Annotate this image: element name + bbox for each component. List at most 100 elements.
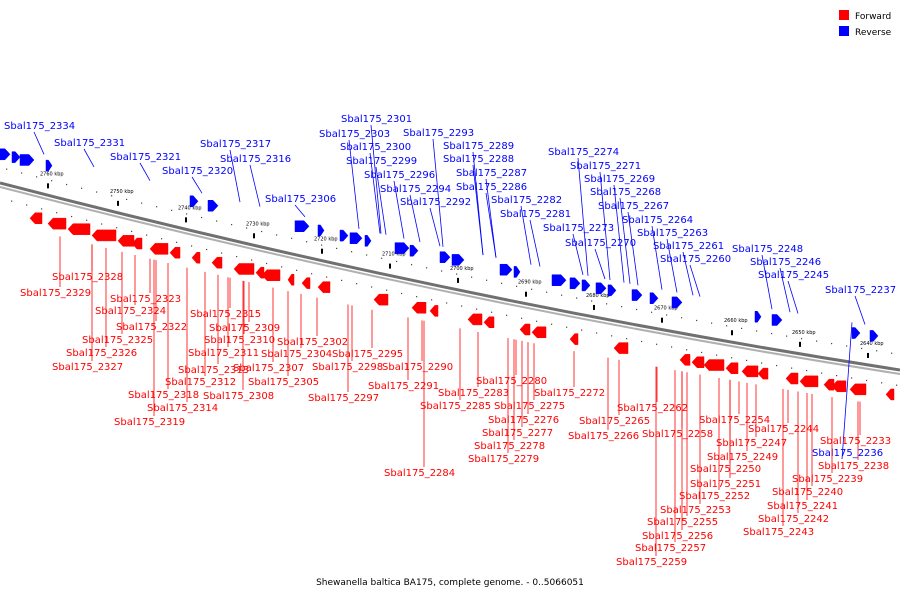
- strand-dot: [401, 292, 403, 295]
- strand-dot: [236, 255, 238, 258]
- strand-dot: [321, 244, 323, 246]
- strand-dot: [291, 237, 293, 239]
- reverse-gene-label: Sbal175_2271: [570, 161, 641, 172]
- strand-dot: [561, 294, 563, 296]
- strand-dot: [146, 234, 148, 236]
- strand-dot: [86, 219, 88, 221]
- strand-dot: [501, 282, 503, 284]
- legend-swatch-forward: [839, 10, 849, 20]
- reverse-gene-label: Sbal175_2296: [364, 170, 435, 181]
- reverse-gene-28: [869, 330, 879, 342]
- strand-dot: [191, 245, 193, 247]
- legend-label-forward: Forward: [855, 12, 891, 22]
- forward-gene-label: Sbal175_2290: [382, 362, 453, 373]
- forward-gene-label: Sbal175_2283: [438, 388, 509, 399]
- strand-dot: [756, 330, 758, 332]
- scale-tick: [799, 341, 801, 347]
- reverse-gene-label: Sbal175_2287: [456, 168, 527, 179]
- reverse-gene-6: [294, 220, 310, 232]
- strand-dot: [591, 300, 593, 302]
- strand-dot: [336, 247, 338, 250]
- reverse-gene-label: Sbal175_2289: [443, 141, 514, 152]
- reverse-leader-line: [619, 197, 631, 284]
- strand-dot: [596, 332, 598, 334]
- scale-tick: [321, 248, 323, 254]
- forward-gene-label: Sbal175_2233: [820, 436, 891, 447]
- strand-dot: [821, 372, 823, 374]
- strand-dot: [771, 332, 773, 335]
- scale-tick: [525, 291, 527, 297]
- forward-gene-label: Sbal175_2311: [188, 348, 259, 359]
- scale-tick-label: 2720 kbp: [314, 237, 338, 243]
- reverse-gene-label: Sbal175_2331: [54, 138, 125, 149]
- strand-dot: [381, 257, 383, 259]
- reverse-gene-19: [581, 279, 591, 292]
- reverse-leader-line: [139, 162, 151, 181]
- strand-dot: [786, 335, 788, 337]
- forward-gene-label: Sbal175_2254: [699, 415, 770, 426]
- reverse-gene-22: [631, 289, 643, 301]
- strand-dot: [621, 306, 623, 308]
- reverse-leader-line: [529, 219, 541, 267]
- strand-dot: [426, 267, 428, 269]
- reverse-gene-label: Sbal175_2292: [400, 197, 471, 208]
- forward-gene-11: [255, 266, 265, 279]
- strand-dot: [231, 223, 233, 226]
- strand-dot: [521, 317, 523, 319]
- strand-dot: [846, 345, 848, 347]
- reverse-leader-line: [191, 176, 203, 194]
- forward-gene-12: [261, 269, 281, 281]
- scale-tick-label: 2690 kbp: [518, 280, 542, 286]
- forward-gene-label: Sbal175_2328: [52, 272, 123, 283]
- forward-gene-label: Sbal175_2319: [114, 417, 185, 428]
- backbone-shadow: [0, 186, 900, 375]
- strand-dot: [251, 259, 253, 261]
- reverse-gene-14: [451, 254, 465, 266]
- reverse-gene-label: Sbal175_2320: [162, 166, 233, 177]
- strand-dot: [11, 200, 13, 202]
- forward-gene-label: Sbal175_2307: [233, 363, 304, 374]
- strand-dot: [341, 279, 343, 282]
- strand-dot: [726, 325, 728, 327]
- scale-tick: [731, 330, 733, 336]
- scale-tick-label: 2640 kbp: [860, 341, 884, 347]
- forward-gene-label: Sbal175_2280: [476, 376, 547, 387]
- forward-gene-5: [131, 237, 143, 250]
- forward-gene-label: Sbal175_2329: [20, 288, 91, 299]
- strand-dot: [891, 352, 893, 354]
- forward-gene-18: [429, 305, 439, 317]
- strand-dot: [386, 289, 388, 291]
- reverse-leader-line: [627, 211, 639, 286]
- strand-dot: [506, 314, 508, 316]
- reverse-gene-23: [649, 292, 659, 304]
- reverse-gene-0: [0, 148, 11, 161]
- reverse-leader-line: [229, 149, 241, 203]
- strand-dot: [116, 227, 118, 229]
- reverse-gene-21: [607, 284, 617, 297]
- legend-label-reverse: Reverse: [855, 28, 892, 38]
- forward-gene-4: [117, 235, 135, 247]
- reverse-gene-label: Sbal175_2303: [319, 129, 390, 140]
- forward-gene-label: Sbal175_2265: [579, 416, 650, 427]
- reverse-leader-line: [409, 194, 421, 243]
- strand-dot: [546, 291, 548, 293]
- reverse-leader-line: [666, 238, 678, 293]
- reverse-gene-label: Sbal175_2269: [584, 174, 655, 185]
- strand-dot: [851, 377, 853, 379]
- forward-gene-36: [885, 388, 895, 401]
- reverse-gene-label: Sbal175_2286: [456, 182, 527, 193]
- forward-gene-label: Sbal175_2327: [52, 362, 123, 373]
- forward-gene-label: Sbal175_2247: [716, 438, 787, 449]
- reverse-leader-line: [33, 131, 45, 155]
- forward-gene-label: Sbal175_2295: [332, 349, 403, 360]
- strand-dot: [671, 346, 673, 348]
- forward-gene-label: Sbal175_2252: [679, 491, 750, 502]
- reverse-gene-label: Sbal175_2268: [590, 187, 661, 198]
- reverse-gene-label: Sbal175_2264: [622, 215, 693, 226]
- reverse-leader-line: [485, 192, 497, 258]
- forward-gene-label: Sbal175_2256: [642, 531, 713, 542]
- forward-gene-label: Sbal175_2314: [147, 403, 218, 414]
- scale-tick-label: 2740 kbp: [178, 205, 202, 211]
- reverse-gene-13: [439, 251, 451, 263]
